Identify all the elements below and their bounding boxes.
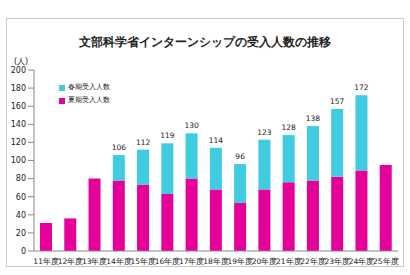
- svg-text:160: 160: [11, 102, 26, 111]
- svg-text:15年度: 15年度: [130, 257, 156, 266]
- svg-text:106: 106: [112, 143, 127, 152]
- svg-text:22年度: 22年度: [300, 257, 326, 266]
- html-text:(人): (人): [14, 57, 29, 66]
- svg-text:112: 112: [136, 138, 151, 147]
- svg-text:13年度: 13年度: [82, 257, 108, 266]
- svg-text:80: 80: [16, 174, 26, 183]
- html-text:夏期受入人数: 夏期受入人数: [68, 96, 110, 104]
- svg-text:60: 60: [16, 193, 26, 202]
- svg-text:20年度: 20年度: [252, 257, 278, 266]
- svg-text:96: 96: [235, 152, 245, 161]
- svg-text:23年度: 23年度: [325, 257, 351, 266]
- svg-text:25年度: 25年度: [373, 257, 399, 266]
- svg-text:138: 138: [306, 114, 321, 123]
- svg-text:40: 40: [16, 211, 26, 220]
- svg-text:128: 128: [282, 123, 297, 132]
- svg-text:180: 180: [11, 84, 26, 93]
- svg-text:12年度: 12年度: [58, 257, 84, 266]
- html-text:春期受入人数: 春期受入人数: [68, 83, 110, 91]
- html-text:文部科学省インターンシップの受入人数の推移: 文部科学省インターンシップの受入人数の推移: [79, 35, 331, 49]
- svg-text:20: 20: [16, 229, 26, 238]
- svg-text:11年度: 11年度: [33, 257, 59, 266]
- svg-text:16年度: 16年度: [155, 257, 181, 266]
- svg-text:157: 157: [330, 97, 345, 106]
- svg-text:130: 130: [184, 121, 199, 130]
- svg-text:120: 120: [11, 138, 26, 147]
- svg-text:119: 119: [160, 131, 175, 140]
- svg-text:18年度: 18年度: [203, 257, 229, 266]
- svg-text:200: 200: [11, 66, 26, 75]
- svg-text:114: 114: [209, 136, 224, 145]
- svg-text:24年度: 24年度: [349, 257, 375, 266]
- svg-text:21年度: 21年度: [276, 257, 302, 266]
- svg-text:14年度: 14年度: [106, 257, 132, 266]
- svg-text:19年度: 19年度: [227, 257, 253, 266]
- svg-text:123: 123: [257, 128, 272, 137]
- svg-text:140: 140: [11, 120, 26, 129]
- svg-text:17年度: 17年度: [179, 257, 205, 266]
- svg-text:100: 100: [11, 156, 26, 165]
- svg-text:0: 0: [21, 247, 26, 256]
- svg-text:172: 172: [354, 83, 369, 92]
